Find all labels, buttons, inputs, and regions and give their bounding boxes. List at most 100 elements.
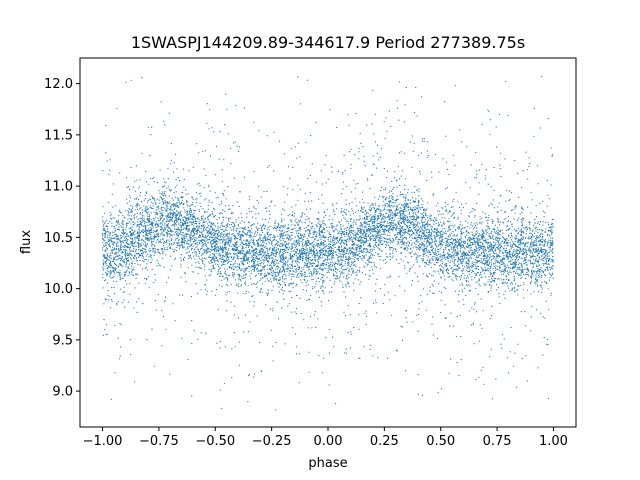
data-point: [176, 224, 178, 226]
data-point: [449, 253, 451, 255]
data-point: [350, 191, 352, 193]
data-point: [337, 257, 339, 259]
data-point: [520, 233, 522, 235]
data-point: [375, 251, 377, 254]
data-point: [139, 208, 141, 210]
data-point: [358, 269, 361, 271]
data-point: [266, 228, 268, 230]
data-point: [423, 208, 425, 210]
data-point: [212, 258, 214, 260]
data-point: [169, 218, 171, 220]
data-point: [242, 264, 245, 266]
data-point: [107, 226, 109, 228]
data-point: [411, 233, 413, 236]
data-point: [227, 232, 229, 234]
data-point: [133, 256, 135, 258]
data-point: [451, 278, 453, 280]
data-point: [162, 194, 164, 196]
data-point: [264, 280, 266, 282]
data-point: [109, 211, 111, 213]
data-point: [471, 262, 473, 265]
data-point: [414, 229, 416, 231]
data-point: [203, 187, 205, 189]
data-point: [143, 261, 145, 263]
data-point: [334, 270, 336, 273]
data-point: [328, 271, 330, 274]
data-point: [320, 235, 322, 237]
data-point: [526, 267, 528, 269]
data-point: [346, 226, 348, 229]
data-point: [380, 240, 382, 242]
data-point: [301, 213, 303, 215]
data-point: [228, 217, 230, 219]
data-point: [395, 248, 397, 251]
data-point: [169, 269, 171, 271]
data-point: [229, 227, 231, 229]
data-point: [531, 239, 533, 241]
chart-title: 1SWASPJ144209.89-344617.9 Period 277389.…: [131, 33, 525, 52]
data-point: [209, 251, 211, 253]
data-point: [124, 306, 126, 308]
data-point: [510, 245, 512, 247]
data-point: [515, 259, 517, 261]
data-point: [351, 208, 353, 210]
data-point: [446, 263, 448, 265]
data-point: [435, 236, 437, 238]
data-point: [127, 266, 129, 269]
data-point: [222, 209, 224, 211]
data-point: [199, 231, 201, 234]
data-point: [455, 191, 457, 193]
data-point: [271, 267, 273, 269]
data-point: [295, 240, 297, 242]
data-point: [475, 247, 477, 249]
data-point: [422, 218, 424, 220]
data-point: [449, 262, 451, 264]
data-point: [125, 264, 127, 266]
data-point: [236, 269, 238, 271]
data-point: [353, 259, 355, 261]
data-point: [368, 234, 370, 236]
data-point: [251, 265, 253, 267]
data-point: [217, 308, 219, 310]
data-point: [223, 278, 225, 280]
data-point: [462, 207, 464, 209]
data-point: [475, 151, 477, 153]
data-point: [360, 142, 362, 144]
data-point: [457, 258, 459, 260]
data-point: [529, 223, 531, 225]
data-point: [257, 260, 259, 262]
data-point: [259, 342, 261, 344]
data-point: [270, 329, 272, 331]
data-point: [297, 264, 299, 266]
data-point: [525, 255, 527, 257]
data-point: [223, 239, 225, 241]
data-point: [243, 254, 245, 256]
data-point: [291, 254, 293, 257]
data-point: [383, 232, 385, 234]
data-point: [180, 225, 182, 227]
data-point: [219, 255, 221, 257]
data-point: [537, 222, 539, 224]
data-point: [198, 193, 200, 195]
data-point: [238, 235, 240, 237]
data-point: [204, 221, 206, 223]
data-point: [295, 313, 298, 315]
data-point: [352, 240, 354, 243]
data-point: [459, 250, 461, 252]
data-point: [461, 224, 463, 226]
data-point: [272, 249, 274, 251]
data-point: [488, 261, 491, 263]
data-point: [349, 246, 351, 249]
data-point: [274, 205, 276, 207]
data-point: [102, 255, 104, 257]
data-point: [177, 231, 179, 233]
data-point: [492, 267, 494, 270]
data-point: [304, 227, 306, 229]
data-point: [185, 193, 187, 195]
data-point: [510, 261, 512, 263]
data-point: [154, 300, 156, 302]
data-point: [288, 247, 290, 249]
data-point: [470, 247, 472, 249]
data-point: [111, 193, 113, 196]
data-point: [374, 215, 376, 217]
